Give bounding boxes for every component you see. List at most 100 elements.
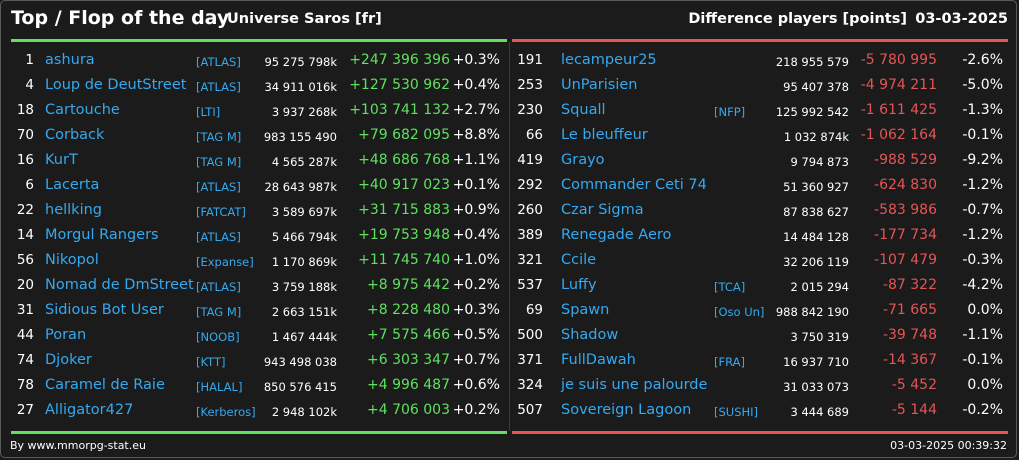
percent-change: +8.8% bbox=[452, 127, 500, 143]
percent-change: -1.2% bbox=[962, 177, 1003, 193]
panel-divider bbox=[509, 42, 510, 431]
alliance-tag-link[interactable]: [TAG M] bbox=[196, 305, 242, 319]
player-name-link[interactable]: UnParisien bbox=[561, 77, 638, 93]
percent-change: 0.0% bbox=[967, 377, 1003, 393]
alliance-tag-link[interactable]: [NOOB] bbox=[196, 330, 240, 344]
player-name-link[interactable]: Shadow bbox=[561, 327, 619, 343]
player-name-link[interactable]: Corback bbox=[45, 127, 105, 143]
top-row: 4 Loup de DeutStreet [ATLAS] 34 911 016k +12… bbox=[0, 72, 509, 97]
top-row: 20 Nomad de DmStreet [ATLAS] 3 759 188k +8 9… bbox=[0, 272, 509, 297]
player-points: 31 033 073 bbox=[783, 380, 849, 394]
player-name-link[interactable]: Caramel de Raie bbox=[45, 377, 165, 393]
points-difference: +6 303 347 bbox=[367, 352, 450, 368]
flop-row: 230 Squall [NFP] 125 992 542 -1 611 425 -1.3% bbox=[510, 97, 1019, 122]
player-name-link[interactable]: Sovereign Lagoon bbox=[561, 402, 692, 418]
player-name-link[interactable]: Cartouche bbox=[45, 102, 120, 118]
alliance-tag-link[interactable]: [ATLAS] bbox=[196, 180, 241, 194]
player-points: 943 498 038 bbox=[263, 355, 337, 369]
player-name-link[interactable]: hellking bbox=[45, 202, 102, 218]
player-name-link[interactable]: FullDawah bbox=[561, 352, 636, 368]
header-date: 03-03-2025 bbox=[915, 11, 1008, 27]
player-name-link[interactable]: je suis une palourde bbox=[561, 377, 708, 393]
player-name-link[interactable]: Nomad de DmStreet bbox=[45, 277, 194, 293]
player-rank: 20 bbox=[16, 277, 34, 293]
player-name-link[interactable]: Spawn bbox=[561, 302, 610, 318]
player-points: 95 407 378 bbox=[783, 80, 849, 94]
alliance-tag-link[interactable]: [KTT] bbox=[196, 355, 226, 369]
alliance-tag-link[interactable]: [Expanse] bbox=[196, 255, 254, 269]
player-name-link[interactable]: KurT bbox=[45, 152, 78, 168]
player-points: 4 565 287k bbox=[271, 155, 337, 169]
alliance-tag-link[interactable]: [TCA] bbox=[714, 280, 746, 294]
percent-change: +0.2% bbox=[452, 277, 500, 293]
player-points: 3 937 268k bbox=[271, 105, 337, 119]
player-name-link[interactable]: Renegade Aero bbox=[561, 227, 672, 243]
player-points: 2 948 102k bbox=[271, 405, 337, 419]
player-rank: 74 bbox=[16, 352, 34, 368]
player-name-link[interactable]: Sidious Bot User bbox=[45, 302, 164, 318]
top-row: 16 KurT [TAG M] 4 565 287k +48 686 768 +1.1% bbox=[0, 147, 509, 172]
alliance-tag-link[interactable]: [NFP] bbox=[714, 105, 746, 119]
points-difference: +8 228 480 bbox=[367, 302, 450, 318]
player-points: 28 643 987k bbox=[264, 180, 337, 194]
player-name-link[interactable]: Ccile bbox=[561, 252, 597, 268]
percent-change: -9.2% bbox=[962, 152, 1003, 168]
alliance-tag-link[interactable]: [ATLAS] bbox=[196, 80, 241, 94]
alliance-tag-link[interactable]: [ATLAS] bbox=[196, 55, 241, 69]
player-name-link[interactable]: Nikopol bbox=[45, 252, 99, 268]
alliance-tag-link[interactable]: [HALAL] bbox=[196, 380, 243, 394]
alliance-tag-link[interactable]: [TAG M] bbox=[196, 130, 242, 144]
alliance-tag-link[interactable]: [TAG M] bbox=[196, 155, 242, 169]
player-rank: 253 bbox=[517, 77, 543, 93]
alliance-tag-link[interactable]: [FATCAT] bbox=[196, 205, 246, 219]
player-name-link[interactable]: Grayo bbox=[561, 152, 605, 168]
alliance-tag-link[interactable]: [ATLAS] bbox=[196, 280, 241, 294]
alliance-tag-link[interactable]: [SUSHI] bbox=[714, 405, 759, 419]
player-name-link[interactable]: Djoker bbox=[45, 352, 92, 368]
alliance-tag-link[interactable]: [LTI] bbox=[196, 105, 221, 119]
top-row: 44 Poran [NOOB] 1 467 444k +7 575 466 +0.5% bbox=[0, 322, 509, 347]
alliance-tag-link[interactable]: [Kerberos] bbox=[196, 405, 256, 419]
percent-change: +0.7% bbox=[452, 352, 500, 368]
player-rank: 324 bbox=[517, 377, 543, 393]
points-difference: +4 996 487 bbox=[367, 377, 450, 393]
percent-change: +0.6% bbox=[452, 377, 500, 393]
player-name-link[interactable]: ashura bbox=[45, 52, 95, 68]
player-rank: 78 bbox=[16, 377, 34, 393]
player-name-link[interactable]: Luffy bbox=[561, 277, 597, 293]
player-points: 32 206 119 bbox=[783, 255, 849, 269]
percent-change: +0.2% bbox=[452, 402, 500, 418]
points-difference: +4 706 003 bbox=[367, 402, 450, 418]
player-name-link[interactable]: Commander Ceti 74 bbox=[561, 177, 707, 193]
player-name-link[interactable]: Le bleuffeur bbox=[561, 127, 648, 143]
alliance-tag-link[interactable]: [Oso Un] bbox=[714, 305, 765, 319]
footer-credit[interactable]: By www.mmorpg-stat.eu bbox=[10, 439, 146, 452]
points-difference: -14 367 bbox=[882, 352, 937, 368]
alliance-tag-link[interactable]: [FRA] bbox=[714, 355, 745, 369]
player-name-link[interactable]: Czar Sigma bbox=[561, 202, 644, 218]
percent-change: -0.1% bbox=[962, 127, 1003, 143]
percent-change: +1.0% bbox=[452, 252, 500, 268]
player-name-link[interactable]: Morgul Rangers bbox=[45, 227, 159, 243]
player-rank: 191 bbox=[517, 52, 543, 68]
player-name-link[interactable]: Poran bbox=[45, 327, 87, 343]
top-row: 70 Corback [TAG M] 983 155 490 +79 682 095 +8… bbox=[0, 122, 509, 147]
flop-row: 389 Renegade Aero 14 484 128 -177 734 -1.2% bbox=[510, 222, 1019, 247]
footer-timestamp: 03-03-2025 00:39:32 bbox=[890, 439, 1007, 452]
player-points: 87 838 627 bbox=[783, 205, 849, 219]
player-name-link[interactable]: Alligator427 bbox=[45, 402, 134, 418]
player-name-link[interactable]: lecampeur25 bbox=[561, 52, 657, 68]
flop-row: 324 je suis une palourde 31 033 073 -5 452 0… bbox=[510, 372, 1019, 397]
alliance-tag-link[interactable]: [ATLAS] bbox=[196, 230, 241, 244]
player-points: 988 842 190 bbox=[775, 305, 849, 319]
top-accent-bar bbox=[11, 39, 507, 42]
player-name-link[interactable]: Lacerta bbox=[45, 177, 100, 193]
player-points: 9 794 873 bbox=[790, 155, 849, 169]
points-difference: -5 780 995 bbox=[860, 52, 937, 68]
player-name-link[interactable]: Squall bbox=[561, 102, 606, 118]
points-difference: +19 753 948 bbox=[358, 227, 450, 243]
player-name-link[interactable]: Loup de DeutStreet bbox=[45, 77, 187, 93]
server-name: Universe Saros [fr] bbox=[227, 11, 382, 27]
top-row: 78 Caramel de Raie [HALAL] 850 576 415 +4 99… bbox=[0, 372, 509, 397]
player-rank: 4 bbox=[25, 77, 34, 93]
